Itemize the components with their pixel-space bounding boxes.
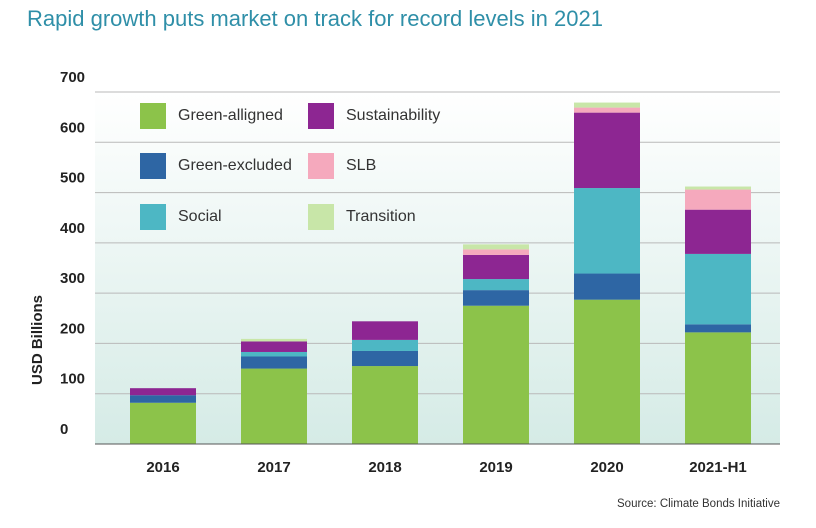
y-tick-label: 300 [60, 270, 85, 287]
legend-label: SLB [346, 157, 377, 174]
y-tick-label: 100 [60, 371, 85, 388]
bar-segment [463, 279, 529, 291]
legend-item: Social [140, 204, 222, 230]
y-tick-label: 200 [60, 320, 85, 337]
bar-segment [685, 324, 751, 333]
legend-swatch [308, 204, 334, 230]
bar-segment [685, 189, 751, 210]
bar-segment [574, 299, 640, 444]
x-tick-label: 2018 [368, 459, 401, 476]
legend-label: Green-excluded [178, 157, 292, 174]
bar-segment [574, 273, 640, 300]
legend-label: Green-alligned [178, 107, 283, 124]
bar-segment [685, 332, 751, 444]
x-tick-label: 2016 [146, 459, 179, 476]
bar-segment [685, 209, 751, 254]
legend-swatch [140, 153, 166, 179]
bar-segment [241, 338, 307, 342]
bar-segment [463, 254, 529, 280]
legend-item: SLB [308, 153, 376, 179]
y-tick-label: 0 [60, 421, 68, 438]
bar-segment [241, 368, 307, 444]
bar-segment [574, 107, 640, 113]
bars [130, 102, 751, 444]
legend-item: Transition [308, 204, 416, 230]
bar-segment [574, 188, 640, 274]
bar-segment [352, 321, 418, 340]
bar-segment [574, 102, 640, 108]
bar-segment [463, 249, 529, 255]
bar-segment [574, 112, 640, 189]
legend-label: Sustainability [346, 107, 441, 124]
legend-swatch [308, 103, 334, 129]
legend-item: Green-alligned [140, 103, 283, 129]
x-tick-label: 2021-H1 [689, 459, 747, 476]
x-tick-label: 2020 [590, 459, 623, 476]
bar-segment [463, 290, 529, 306]
legend-label: Transition [346, 208, 416, 225]
source-note: Source: Climate Bonds Initiative [617, 498, 780, 510]
chart-title: Rapid growth puts market on track for re… [27, 6, 603, 31]
y-tick-label: 500 [60, 170, 85, 187]
bar-segment [352, 366, 418, 444]
bar-segment [685, 253, 751, 325]
bar-segment [241, 341, 307, 352]
bar-segment [130, 395, 196, 403]
x-tick-labels: 2016 2017 2018 2019 2020 2021-H1 [146, 459, 746, 476]
x-tick-label: 2017 [257, 459, 290, 476]
bar-segment [241, 351, 307, 357]
bar-segment [130, 388, 196, 396]
bar-segment [241, 356, 307, 369]
plot-background [95, 92, 780, 444]
legend-label: Social [178, 208, 222, 225]
y-tick-label: 400 [60, 220, 85, 237]
y-axis-label: USD Billions [29, 295, 46, 385]
bar-segment [463, 305, 529, 444]
y-tick-label: 600 [60, 119, 85, 136]
legend-item: Green-excluded [140, 153, 292, 179]
bar-segment [352, 339, 418, 351]
legend-swatch [308, 153, 334, 179]
y-tick-labels: 0 100 200 300 400 500 600 700 [60, 69, 85, 438]
legend-swatch [140, 103, 166, 129]
bar-segment [130, 402, 196, 444]
gridlines [95, 91, 780, 395]
legend-item: Sustainability [308, 103, 440, 129]
x-tick-label: 2019 [479, 459, 512, 476]
bar-segment [352, 350, 418, 367]
legend-swatch [140, 204, 166, 230]
bar-segment [685, 186, 751, 190]
bar-segment [463, 244, 529, 250]
y-tick-label: 700 [60, 69, 85, 86]
